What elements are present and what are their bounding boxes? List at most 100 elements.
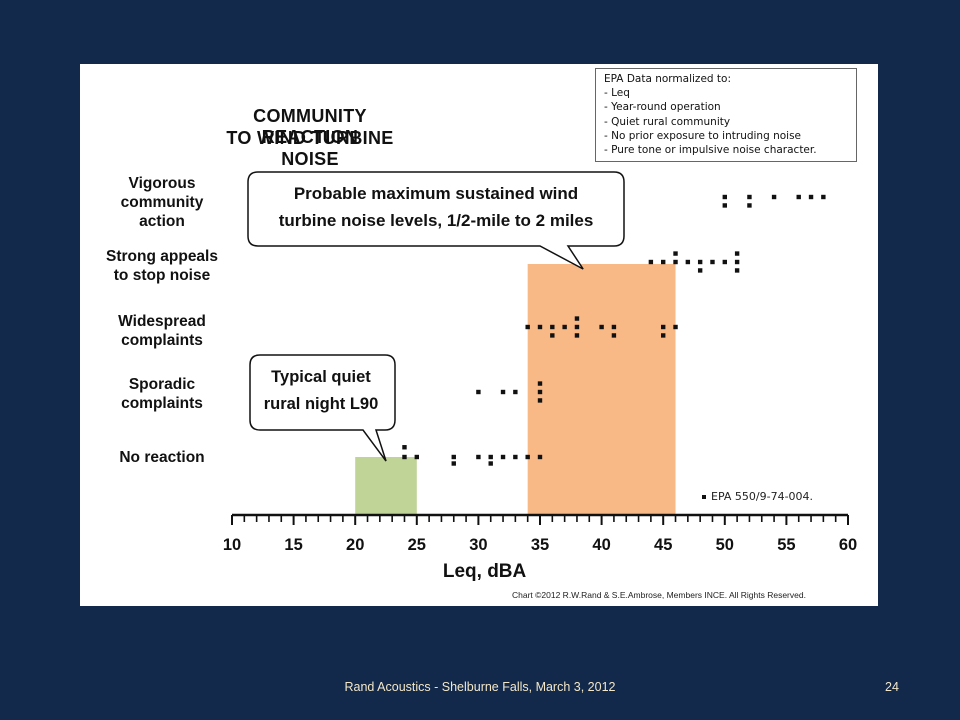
note-line: - No prior exposure to intruding noise <box>604 129 802 142</box>
y-label-widespread: Widespread complaints <box>92 312 232 350</box>
chart-panel: 10 15 20 25 30 35 40 45 50 55 60 Leq, dBA COMMUNITY… <box>80 64 878 606</box>
chart-svg: 10 15 20 25 30 35 40 45 50 55 60 Leq, dBA <box>223 171 857 582</box>
copyright-note: Chart ©2012 R.W.Rand & S.E.Ambrose, Memb… <box>512 590 806 600</box>
callout-line: Typical quiet <box>271 368 371 386</box>
x-tick-label: 25 <box>408 536 426 554</box>
data-point <box>599 324 604 330</box>
data-point <box>574 333 580 338</box>
chart-title-line-2: TO WIND TURBINE NOISE <box>226 128 394 169</box>
data-point <box>697 268 703 273</box>
data-point <box>673 259 678 265</box>
source-note-bullet <box>702 495 706 499</box>
data-point <box>661 333 666 338</box>
data-point <box>500 389 506 395</box>
x-tick-label: 50 <box>716 536 734 554</box>
y-label-sporadic: Sporadic complaints <box>92 375 232 413</box>
shaded-range-1 <box>527 264 676 515</box>
data-point <box>451 454 456 460</box>
x-tick-label: 15 <box>284 536 302 554</box>
data-point <box>611 324 617 330</box>
x-tick-label: 30 <box>469 536 487 554</box>
x-tick-label: 35 <box>531 536 549 554</box>
x-tick-label: 40 <box>592 536 610 554</box>
data-point <box>771 194 777 200</box>
data-point <box>710 259 715 265</box>
data-point <box>685 259 691 265</box>
source-note-text: EPA 550/9-74-004. <box>711 490 814 503</box>
turbine-callout-text: Probable maximum sustained wind turbine … <box>248 180 624 234</box>
x-tick-label: 20 <box>346 536 364 554</box>
data-point <box>697 259 703 265</box>
callout-line: Probable maximum sustained wind <box>293 184 579 203</box>
data-point <box>476 454 481 460</box>
turbine-callout-bubble <box>247 171 625 270</box>
y-label-line: complaints <box>121 332 203 349</box>
data-point <box>537 454 543 460</box>
callout-line: rural night L90 <box>263 395 379 413</box>
shaded-range-0 <box>355 457 417 515</box>
note-line: - Leq <box>604 87 630 100</box>
data-point <box>402 454 407 460</box>
x-tick-label: 60 <box>839 536 857 554</box>
data-point <box>513 454 518 460</box>
y-label-line: No reaction <box>119 449 205 466</box>
slide-number: 24 <box>885 680 899 694</box>
data-point <box>722 203 727 208</box>
data-point <box>476 389 481 395</box>
epa-note-box: EPA Data normalized to: - Leq - Year-rou… <box>595 68 857 162</box>
footer-text: Rand Acoustics - Shelburne Falls, March … <box>344 680 616 694</box>
data-point <box>402 445 407 450</box>
data-point <box>747 203 752 208</box>
data-point <box>673 251 678 256</box>
note-line: EPA Data normalized to: <box>604 73 731 85</box>
data-point <box>537 381 543 386</box>
note-line: - Quiet rural community <box>604 115 731 128</box>
data-point <box>722 194 727 200</box>
data-point <box>550 333 555 338</box>
y-label-line: community <box>120 194 204 211</box>
data-point <box>574 316 580 321</box>
x-tick-label: 45 <box>654 536 672 554</box>
y-label-strong-appeals: Strong appeals to stop noise <box>92 247 232 285</box>
data-point <box>796 194 801 200</box>
quiet-callout-bubble <box>249 354 396 462</box>
data-point <box>734 251 740 256</box>
data-point <box>488 454 493 460</box>
data-point <box>562 324 567 330</box>
chart-title-line-1: COMMUNITY REACTION <box>253 106 367 147</box>
quiet-callout-text: Typical quiet rural night L90 <box>250 364 392 418</box>
x-tick-label: 55 <box>777 536 795 554</box>
data-point <box>574 324 580 330</box>
y-label-line: complaints <box>121 395 203 412</box>
y-label-line: Sporadic <box>128 376 196 393</box>
y-label-line: Strong appeals <box>106 248 218 265</box>
y-label-line: action <box>139 213 185 230</box>
data-point <box>673 324 678 330</box>
data-point <box>734 259 740 265</box>
data-point <box>611 333 617 338</box>
data-point <box>537 398 543 403</box>
data-point <box>513 389 518 395</box>
data-point <box>451 461 456 466</box>
data-point <box>537 389 543 395</box>
data-point <box>550 324 555 330</box>
data-point <box>747 194 752 200</box>
data-point <box>821 194 826 200</box>
data-point <box>500 454 506 460</box>
data-point <box>648 259 654 265</box>
x-tick-label: 10 <box>223 536 241 554</box>
y-label-no-reaction: No reaction <box>92 448 232 467</box>
data-point <box>414 454 419 460</box>
data-point <box>525 454 530 460</box>
x-axis-label: Leq, dBA <box>443 561 527 582</box>
y-label-line: to stop noise <box>113 267 211 284</box>
callout-line: turbine noise levels, 1/2-mile to 2 mile… <box>278 211 594 230</box>
data-point <box>488 461 493 466</box>
note-line: - Year-round operation <box>604 101 721 114</box>
data-point <box>722 259 727 265</box>
data-point <box>661 259 666 265</box>
data-point <box>525 324 530 330</box>
data-point <box>734 268 740 273</box>
note-line: - Pure tone or impulsive noise character… <box>604 144 817 157</box>
